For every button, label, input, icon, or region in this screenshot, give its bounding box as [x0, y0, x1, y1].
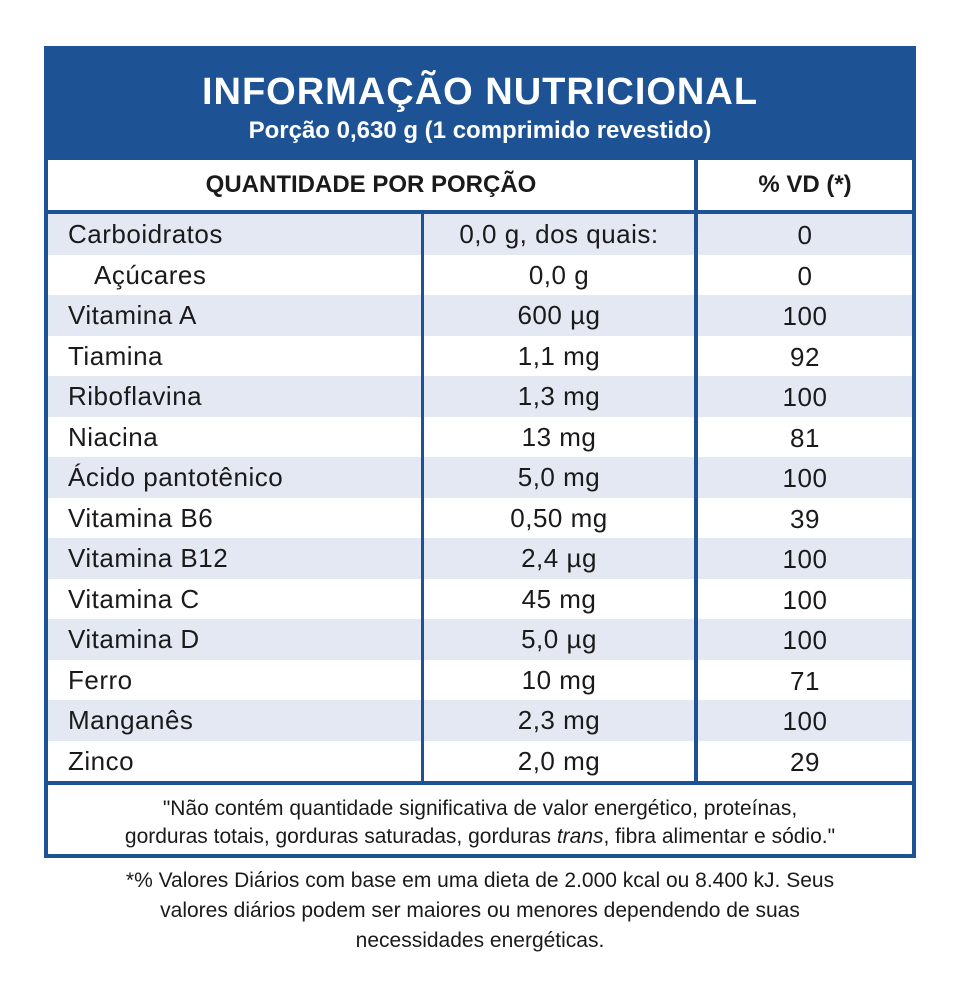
table-row: Ferro 10 mg 71	[48, 659, 912, 700]
nutrient-rows: Carboidratos 0,0 g, dos quais: 0 Açúcare…	[48, 214, 912, 781]
table-row: Manganês 2,3 mg 100	[48, 700, 912, 741]
nutrient-daily-value: 81	[790, 422, 820, 453]
nutrient-amount: 0,0 g	[424, 254, 698, 295]
nutrient-name: Vitamina A	[48, 295, 424, 336]
note-line-2-italic: trans	[556, 825, 604, 848]
table-row: Riboflavina 1,3 mg 100	[48, 376, 912, 417]
nutrient-amount: 0,0 g, dos quais:	[424, 214, 698, 255]
footnote-line-1: *% Valores Diários com base em uma dieta…	[125, 869, 835, 892]
nutrient-amount: 13 mg	[424, 416, 698, 457]
nutrient-name: Tiamina	[48, 335, 424, 376]
quantity-column-header: QUANTIDADE POR PORÇÃO	[48, 160, 698, 210]
nutrient-name: Manganês	[48, 700, 424, 741]
table-row: Niacina 13 mg 81	[48, 416, 912, 457]
footnote-line-2: valores diários podem ser maiores ou men…	[160, 899, 800, 922]
table-row: Tiamina 1,1 mg 92	[48, 335, 912, 376]
nutrient-daily-value: 100	[782, 463, 828, 493]
nutrient-daily-value: 100	[782, 301, 828, 331]
daily-value-column-header: % VD (*)	[758, 171, 852, 198]
nutrient-amount: 10 mg	[424, 659, 698, 700]
note-line-2: gorduras totais, gorduras saturadas, gor…	[48, 823, 912, 851]
nutrient-name: Zinco	[48, 740, 424, 781]
nutrient-daily-value: 100	[782, 625, 828, 655]
column-headers: QUANTIDADE POR PORÇÃO % VD (*)	[48, 160, 912, 214]
table-row: Ácido pantotênico 5,0 mg 100	[48, 457, 912, 498]
note-line-2-suffix: , fibra alimentar e sódio."	[603, 825, 836, 848]
note-line-1: "Não contém quantidade significativa de …	[162, 797, 798, 820]
nutrient-daily-value: 39	[790, 503, 820, 534]
serving-size: Porção 0,630 g (1 comprimido revestido)	[248, 117, 712, 144]
nutrient-amount: 45 mg	[424, 578, 698, 619]
nutrient-name: Açúcares	[48, 254, 424, 295]
nutrient-amount: 2,4 µg	[424, 538, 698, 579]
nutrient-daily-value: 92	[790, 341, 820, 372]
nutrient-amount: 5,0 µg	[424, 619, 698, 660]
nutrient-name: Niacina	[48, 416, 424, 457]
table-row: Vitamina D 5,0 µg 100	[48, 619, 912, 660]
nutrition-facts-table: INFORMAÇÃO NUTRICIONAL Porção 0,630 g (1…	[44, 46, 916, 858]
note-line-2-prefix: gorduras totais, gorduras saturadas, gor…	[124, 825, 557, 848]
nutrient-amount: 600 µg	[424, 295, 698, 336]
nutrient-daily-value: 29	[790, 746, 820, 777]
nutrient-daily-value: 0	[797, 220, 813, 250]
nutrient-amount: 1,1 mg	[424, 335, 698, 376]
nutrient-name: Ferro	[48, 659, 424, 700]
table-row: Zinco 2,0 mg 29	[48, 740, 912, 781]
nutrient-name: Vitamina B6	[48, 497, 424, 538]
nutrient-name: Vitamina D	[48, 619, 424, 660]
nutrient-name: Vitamina C	[48, 578, 424, 619]
table-row: Carboidratos 0,0 g, dos quais: 0	[48, 214, 912, 255]
nutrient-daily-value: 0	[797, 260, 813, 291]
daily-value-footnote: *% Valores Diários com base em uma dieta…	[40, 866, 920, 956]
nutrient-daily-value: 71	[790, 665, 820, 696]
nutrient-name: Carboidratos	[48, 214, 424, 255]
nutrient-amount: 2,3 mg	[424, 700, 698, 741]
nutrient-amount: 2,0 mg	[424, 740, 698, 781]
table-row: Vitamina C 45 mg 100	[48, 578, 912, 619]
table-row: Vitamina A 600 µg 100	[48, 295, 912, 336]
table-row: Açúcares 0,0 g 0	[48, 254, 912, 295]
nutrient-daily-value: 100	[782, 706, 828, 736]
nutrient-amount: 5,0 mg	[424, 457, 698, 498]
table-row: Vitamina B6 0,50 mg 39	[48, 497, 912, 538]
nutrient-daily-value: 100	[782, 382, 828, 412]
nutrient-name: Vitamina B12	[48, 538, 424, 579]
nutrient-daily-value: 100	[782, 544, 828, 574]
nutrient-amount: 0,50 mg	[424, 497, 698, 538]
nutrient-daily-value: 100	[782, 584, 828, 615]
nutrient-amount: 1,3 mg	[424, 376, 698, 417]
nutrient-name: Ácido pantotênico	[48, 457, 424, 498]
nutrient-name: Riboflavina	[48, 376, 424, 417]
table-header: INFORMAÇÃO NUTRICIONAL Porção 0,630 g (1…	[48, 50, 912, 160]
nutrition-note: "Não contém quantidade significativa de …	[48, 781, 912, 856]
table-row: Vitamina B12 2,4 µg 100	[48, 538, 912, 579]
footnote-line-3: necessidades energéticas.	[355, 929, 605, 952]
table-title: INFORMAÇÃO NUTRICIONAL	[201, 71, 759, 113]
